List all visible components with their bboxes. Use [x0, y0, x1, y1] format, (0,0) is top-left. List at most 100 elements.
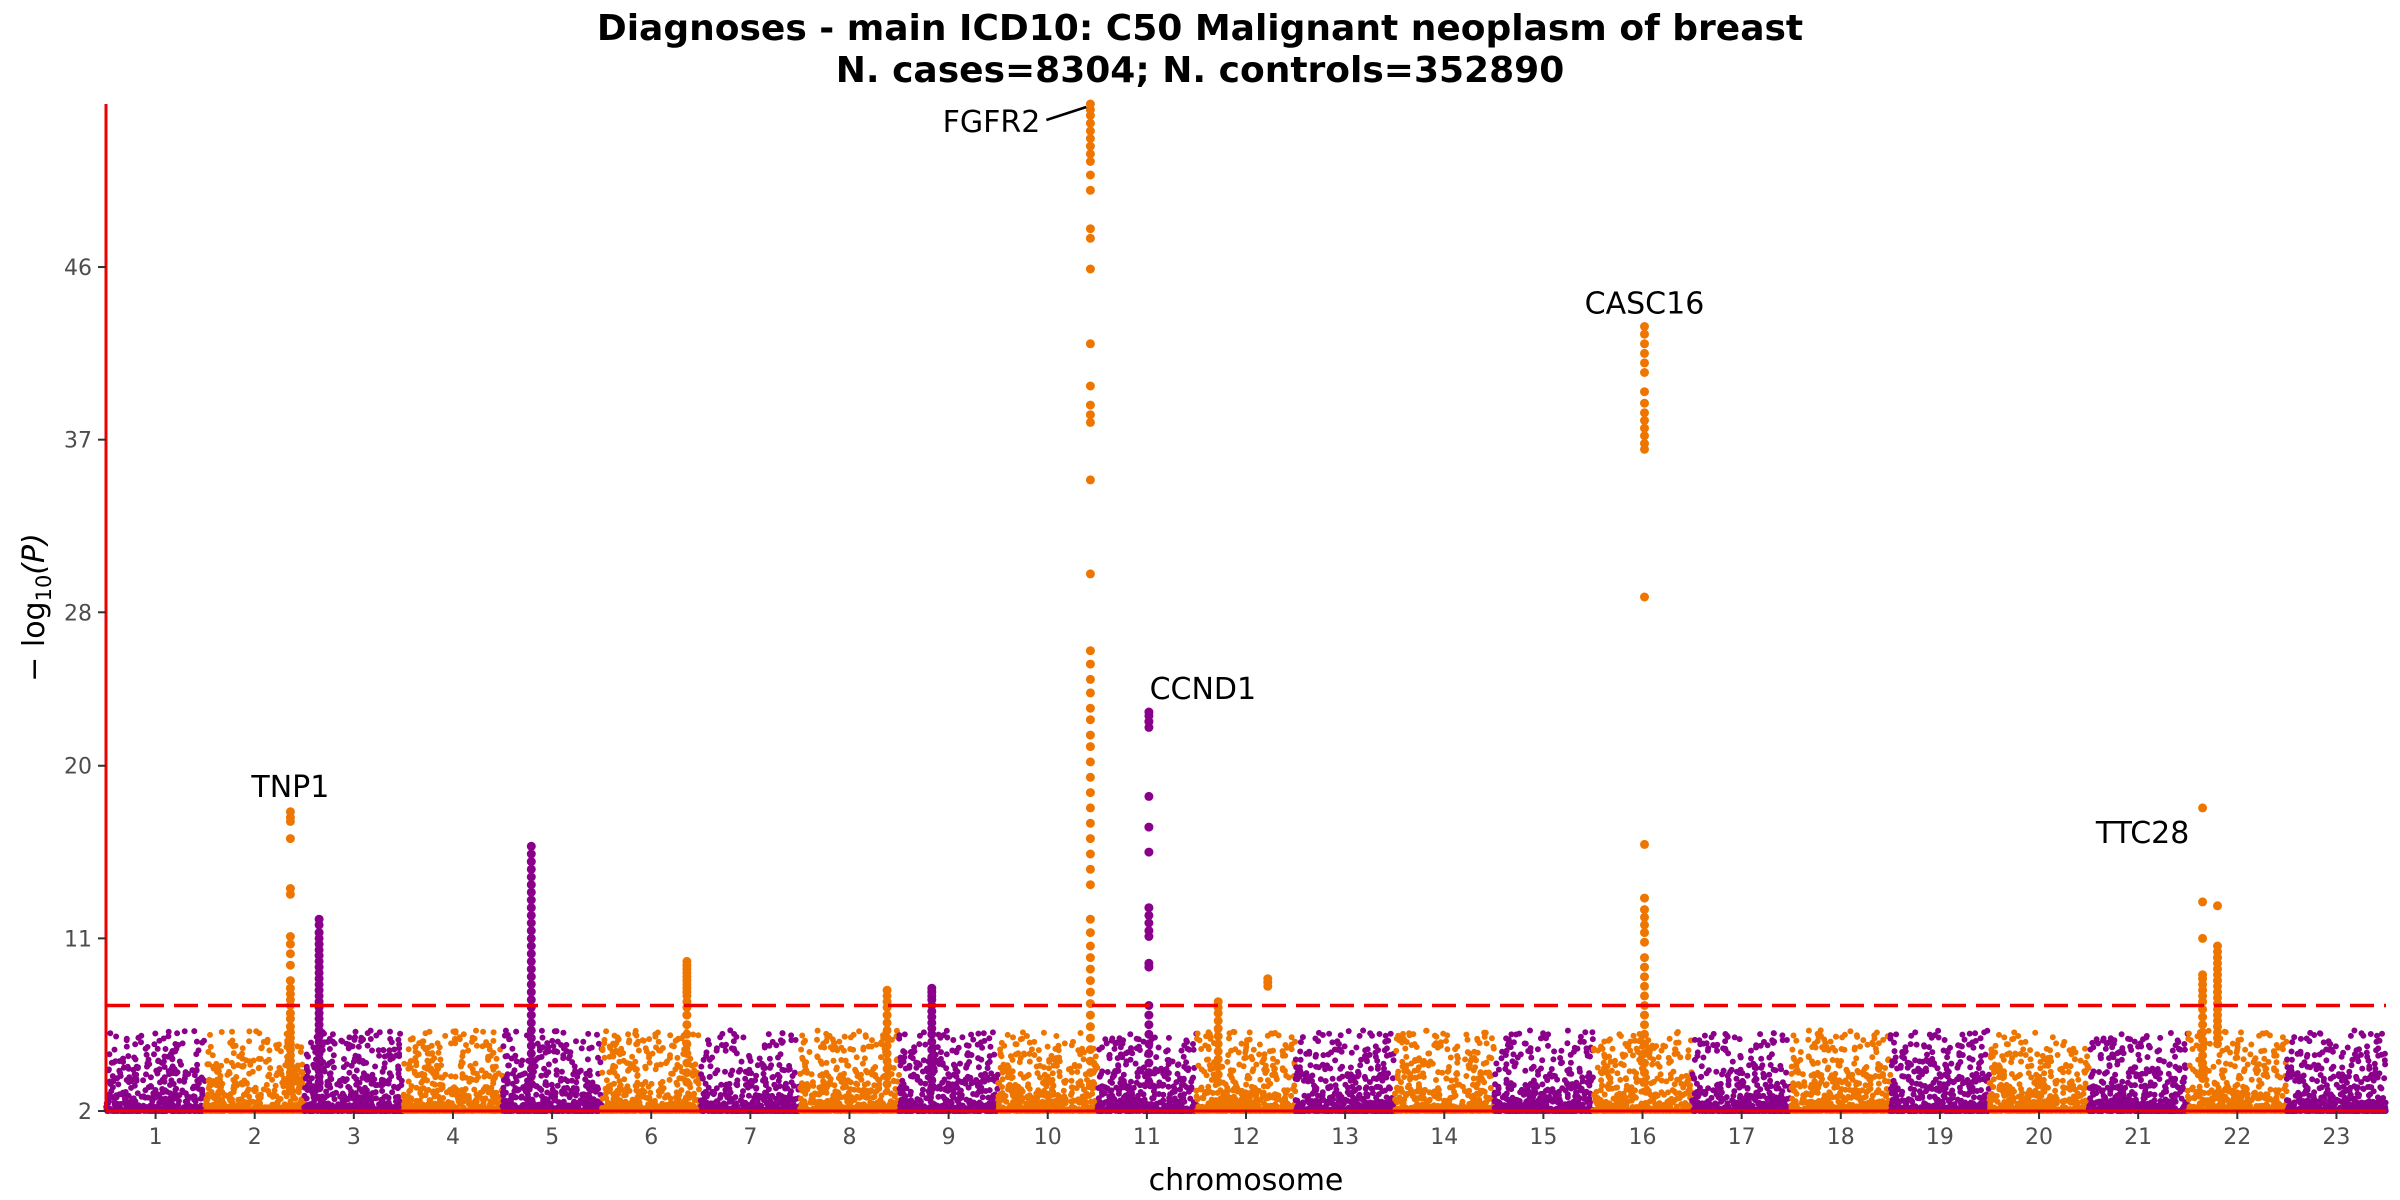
peak-point — [526, 987, 536, 997]
peak-point — [1144, 1077, 1154, 1087]
peak-point — [1640, 444, 1649, 454]
peak-point — [1640, 1068, 1649, 1078]
gene-label-tnp1: TNP1 — [250, 770, 329, 805]
peak-point — [1085, 742, 1095, 752]
peak-point — [1640, 912, 1649, 922]
peak-point — [1144, 1068, 1154, 1078]
gene-label-casc16: CASC16 — [1585, 286, 1705, 321]
x-tick-label: 19 — [1926, 1125, 1954, 1150]
peak-point — [1213, 1077, 1223, 1087]
peak-point — [1640, 1029, 1649, 1039]
peak-point — [882, 1010, 892, 1020]
peak-point — [1085, 410, 1095, 420]
peak-point — [1640, 329, 1649, 339]
chromosome-noise-14 — [1392, 1027, 1497, 1114]
peak-point — [1085, 1068, 1095, 1078]
peak-point — [285, 816, 295, 826]
x-axis-title: chromosome — [1149, 1163, 1344, 1198]
y-tick-label: 37 — [64, 429, 92, 454]
peak-point — [1085, 569, 1095, 579]
peak-point — [526, 1010, 536, 1020]
peak-point — [1085, 646, 1095, 656]
peak-point — [1640, 962, 1649, 972]
peak-point — [285, 976, 295, 986]
chromosome-noise-21 — [2085, 1030, 2191, 1114]
peak-point — [1085, 1045, 1095, 1055]
gene-label-ccnd1: CCND1 — [1150, 672, 1257, 707]
peak-point — [285, 932, 295, 941]
peak-point — [1640, 928, 1649, 938]
peak-point — [1640, 416, 1649, 425]
gene-label-ttc28: TTC28 — [2095, 816, 2190, 851]
peak-point — [682, 1049, 692, 1058]
peak-point — [1085, 1010, 1095, 1020]
peak-point — [1085, 688, 1095, 698]
peak-point — [526, 857, 536, 867]
peak-point — [882, 1033, 892, 1043]
gene-label-fgfr2: FGFR2 — [943, 105, 1041, 140]
peak-point — [1640, 937, 1649, 947]
peak-point — [1085, 1022, 1095, 1032]
peak-point — [2198, 1020, 2208, 1030]
peak-point — [526, 1056, 536, 1066]
peak-point — [1085, 880, 1095, 890]
peak-point — [1085, 674, 1095, 684]
x-tick-label: 18 — [1827, 1125, 1855, 1150]
peak-point — [1085, 953, 1095, 963]
peak-point — [1144, 918, 1154, 928]
chromosome-noise-4 — [400, 1027, 506, 1114]
chart-title: Diagnoses - main ICD10: C50 Malignant ne… — [0, 8, 2400, 92]
peak-point — [1263, 981, 1273, 991]
peak-point — [1085, 157, 1095, 166]
y-axis-title: − log10(P) — [17, 533, 56, 682]
peak-point — [927, 1045, 937, 1055]
chromosome-noise-1 — [103, 1028, 208, 1114]
peak-point — [1085, 788, 1095, 798]
peak-point — [1085, 134, 1095, 143]
peak-point — [1144, 722, 1154, 732]
peak-point — [882, 1079, 892, 1089]
chart-title-line: Diagnoses - main ICD10: C50 Malignant ne… — [596, 8, 1804, 49]
chromosome-noise-9 — [896, 1027, 1001, 1114]
peak-point — [1640, 348, 1649, 358]
chromosome-noise-19 — [1887, 1027, 1993, 1114]
peak-point — [1085, 849, 1095, 859]
peak-point — [1085, 772, 1095, 782]
peak-point — [1085, 1056, 1095, 1066]
peak-point — [2198, 803, 2208, 813]
gene-annotations: FGFR2 CASC16 CCND1 TNP1 TTC28 — [250, 105, 2189, 851]
y-axis-title-subscript: 10 — [32, 575, 56, 602]
x-tick-label: 16 — [1629, 1125, 1657, 1150]
peak-point — [526, 941, 536, 951]
peak-point — [1085, 803, 1095, 813]
peak-point — [1085, 118, 1095, 128]
peak-point — [1640, 1049, 1649, 1058]
peak-point — [526, 1064, 536, 1074]
peak-point — [2198, 1035, 2208, 1045]
chromosome-noise-20 — [1986, 1029, 2092, 1114]
peak-point — [526, 949, 536, 959]
y-tick-label: 28 — [64, 601, 92, 626]
peak-point — [882, 1041, 892, 1051]
peak-point — [526, 880, 536, 890]
chromosome-noise-15 — [1491, 1027, 1596, 1114]
peak-point — [285, 889, 295, 899]
peak-point — [882, 1049, 892, 1058]
peak-point — [526, 979, 536, 989]
peak-point — [1640, 981, 1649, 991]
peak-point — [285, 834, 295, 844]
peak-point — [1085, 185, 1095, 195]
peak-point — [1640, 1020, 1649, 1030]
chromosome-noise-17 — [1689, 1030, 1794, 1114]
peak-point — [1213, 1016, 1223, 1026]
peak-point — [526, 872, 536, 882]
x-tick-label: 2 — [248, 1125, 262, 1150]
peak-point — [526, 1079, 536, 1089]
y-axis-title-prefix: − log — [17, 601, 52, 681]
peak-point — [526, 1041, 536, 1051]
x-tick-label: 20 — [2025, 1125, 2053, 1150]
peak-point — [526, 910, 536, 920]
peak-point — [1085, 339, 1095, 349]
peak-point — [1144, 1049, 1154, 1058]
